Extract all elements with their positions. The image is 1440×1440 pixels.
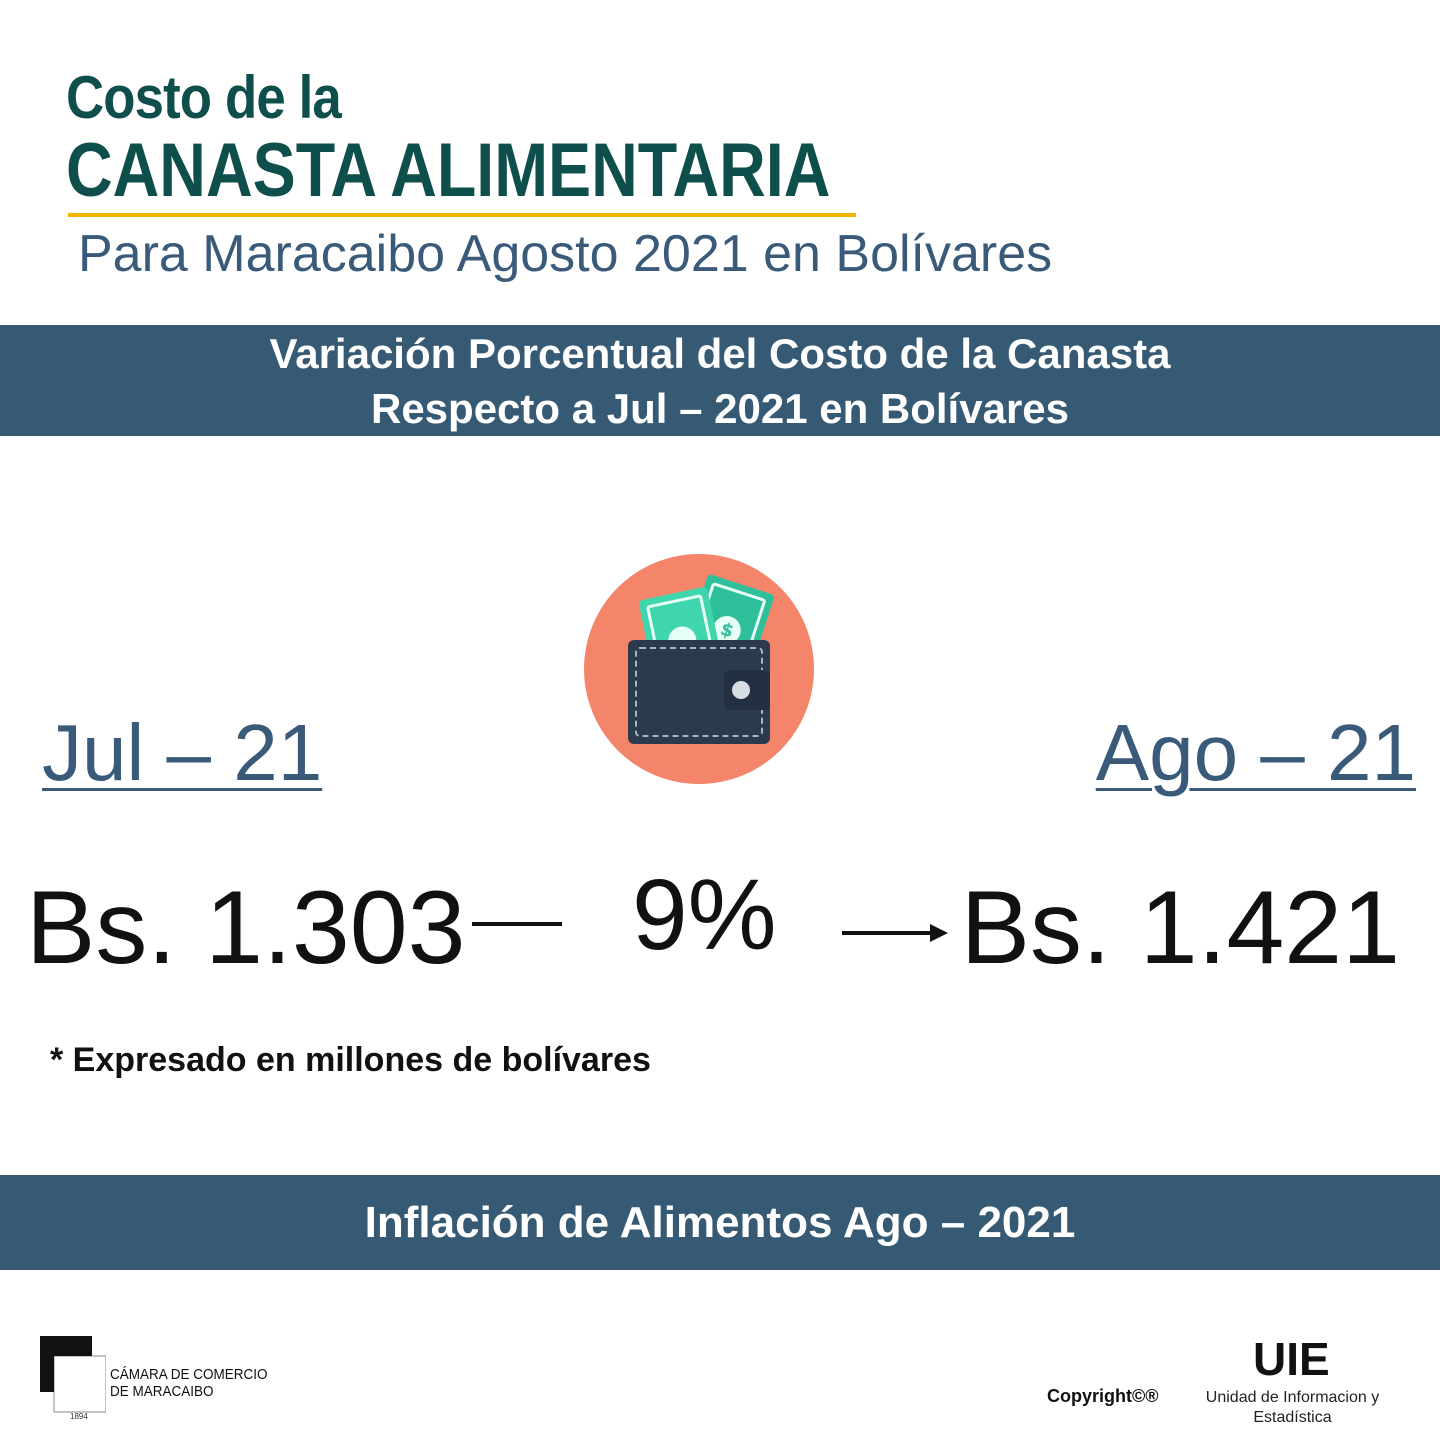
percent-change: 9% [632, 859, 777, 971]
camara-comercio-logo [40, 1336, 106, 1413]
july-value: Bs. 1.303 [26, 870, 466, 986]
chamber-name-line-2: DE MARACAIBO [110, 1383, 214, 1400]
uie-title: UIE [1253, 1333, 1330, 1385]
variation-banner-line-2: Respecto a Jul – 2021 en Bolívares [370, 385, 1070, 432]
chamber-name-line-1: CÁMARA DE COMERCIO [110, 1366, 268, 1383]
variation-banner-line-1: Variación Porcentual del Costo de la Can… [269, 330, 1171, 377]
arrow-right-icon [842, 924, 948, 942]
dash-separator [472, 922, 562, 926]
uie-subtitle: Unidad de Informacion y Estadística [1205, 1389, 1380, 1426]
title-line-1: Costo de la [66, 64, 342, 131]
august-value: Bs. 1.421 [960, 870, 1400, 986]
footnote: * Expresado en millones de bolívares [50, 1041, 651, 1079]
inflation-banner: Inflación de Alimentos Ago – 2021 [0, 1175, 1440, 1270]
chamber-name: CÁMARA DE COMERCIO DE MARACAIBO [110, 1366, 268, 1400]
month-august-label: Ago – 21 [1095, 708, 1416, 797]
title-underline [68, 213, 856, 217]
copyright: Copyright©® [1047, 1386, 1159, 1406]
svg-text:$: $ [718, 619, 736, 643]
month-july-label: Jul – 21 [42, 708, 323, 797]
wallet-money-icon: $ [584, 554, 814, 784]
variation-banner: Variación Porcentual del Costo de la Can… [0, 325, 1440, 436]
chamber-year: 1894 [70, 1412, 88, 1421]
title-line-2: CANASTA ALIMENTARIA [66, 128, 831, 213]
subtitle: Para Maracaibo Agosto 2021 en Bolívares [78, 225, 1053, 283]
